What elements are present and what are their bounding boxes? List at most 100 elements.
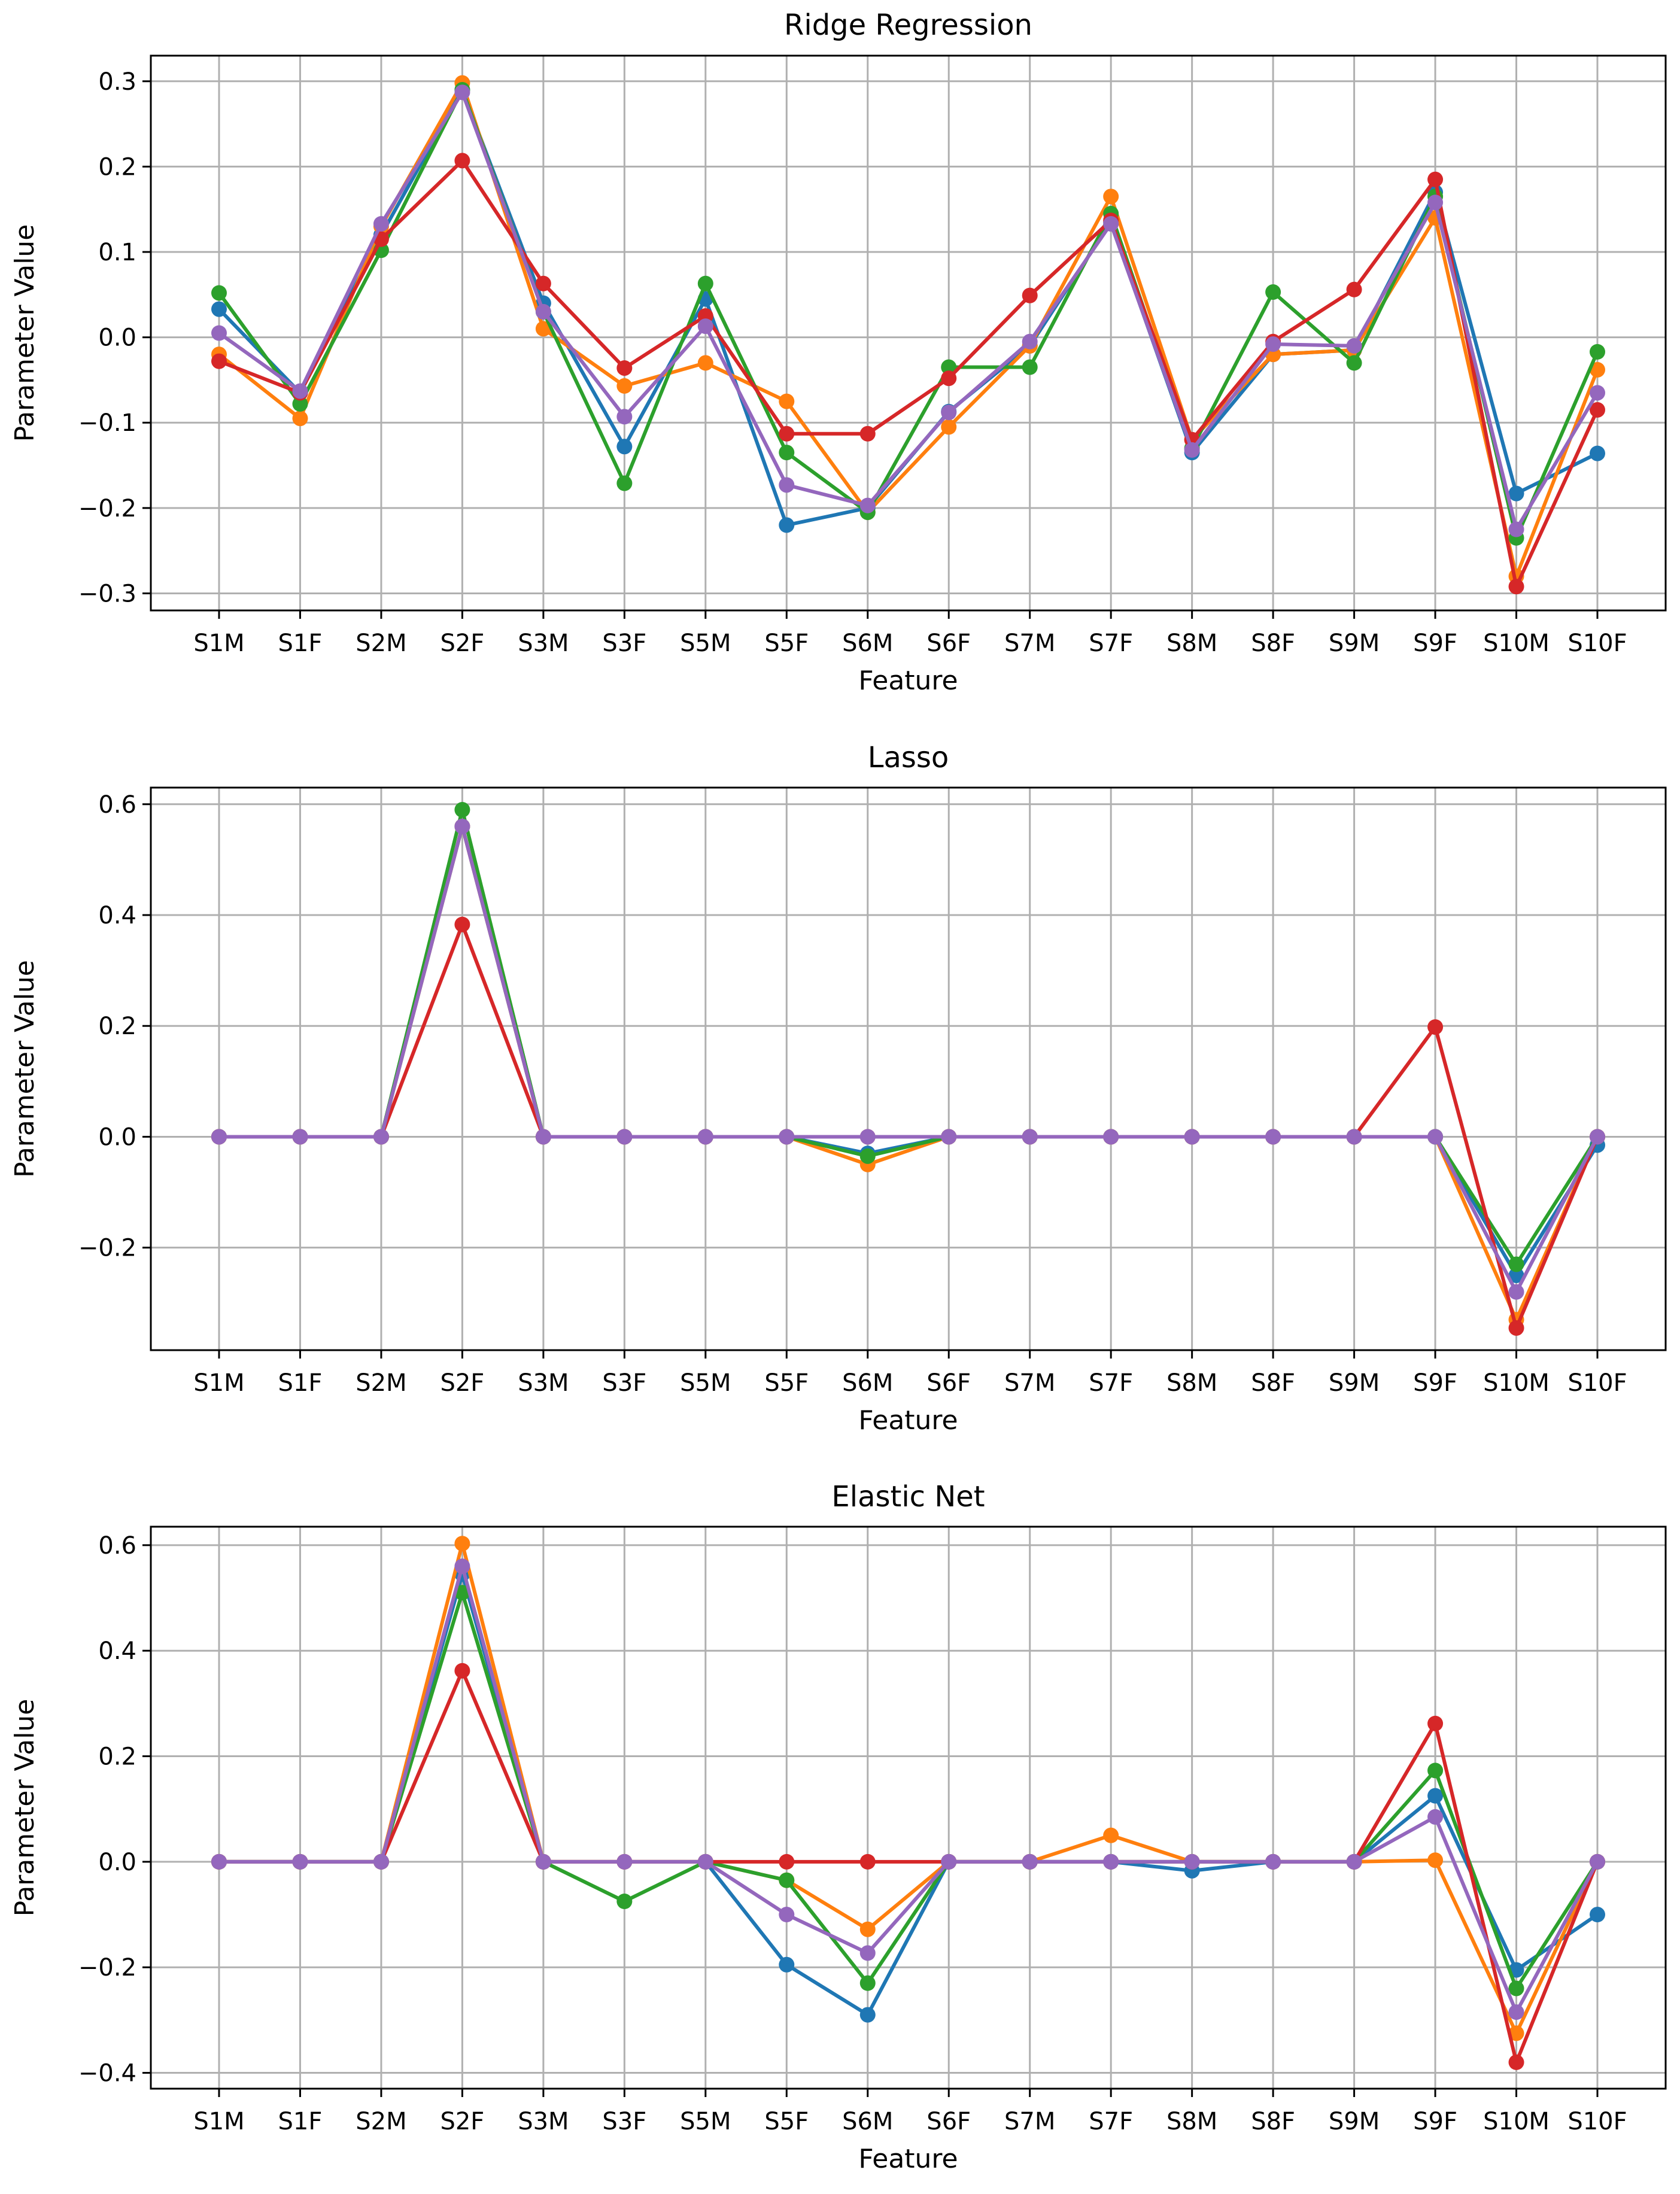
y-tick-label: −0.3 bbox=[78, 580, 136, 607]
x-tick-label: S1F bbox=[278, 2108, 323, 2135]
data-point bbox=[1508, 521, 1524, 537]
data-point bbox=[1427, 171, 1444, 187]
x-tick-label: S7M bbox=[1004, 2108, 1055, 2135]
data-point bbox=[616, 1129, 633, 1145]
data-point bbox=[1265, 336, 1281, 353]
x-tick-label: S8M bbox=[1166, 1369, 1217, 1397]
y-tick-label: −0.4 bbox=[78, 2060, 136, 2087]
y-tick-label: 0.6 bbox=[98, 791, 136, 819]
x-tick-label: S9F bbox=[1413, 2108, 1457, 2135]
data-point bbox=[859, 1921, 876, 1937]
data-point bbox=[1508, 1256, 1524, 1272]
data-point bbox=[454, 84, 470, 101]
x-tick-label: S10F bbox=[1567, 2108, 1627, 2135]
x-tick-label: S3M bbox=[518, 630, 569, 657]
x-tick-label: S9M bbox=[1329, 630, 1380, 657]
x-tick-label: S10M bbox=[1483, 1369, 1550, 1397]
data-point bbox=[535, 321, 551, 337]
y-tick-label: −0.1 bbox=[78, 409, 136, 437]
data-point bbox=[1103, 1853, 1119, 1870]
data-point bbox=[211, 301, 227, 317]
data-point bbox=[454, 916, 470, 932]
data-point bbox=[616, 1894, 633, 1909]
x-tick-label: S6M bbox=[842, 2108, 893, 2135]
chart-panel-3: S1M S1F S2M S2F S3M S3F S5M S5F S6M S6F S7M S7F S8M S… bbox=[10, 1480, 1667, 2174]
data-point bbox=[1346, 338, 1362, 354]
data-point bbox=[697, 1129, 713, 1145]
x-tick-label: S9M bbox=[1329, 1369, 1380, 1397]
data-point bbox=[779, 445, 795, 461]
series-line-3 bbox=[219, 808, 1599, 1266]
y-tick-label: 0.4 bbox=[98, 1637, 136, 1665]
data-point bbox=[211, 285, 227, 301]
x-tick-label: S1F bbox=[278, 1369, 323, 1397]
x-tick-label: S8F bbox=[1251, 630, 1295, 657]
x-tick-label: S3M bbox=[518, 1369, 569, 1397]
series-line-5 bbox=[219, 824, 1599, 1294]
data-point bbox=[1508, 1980, 1524, 1997]
data-point bbox=[454, 1663, 470, 1679]
data-point bbox=[779, 1853, 795, 1870]
data-point bbox=[779, 517, 795, 533]
x-tick-label: S6F bbox=[926, 630, 971, 657]
data-point bbox=[859, 1129, 876, 1145]
data-point bbox=[1508, 1284, 1524, 1300]
data-point bbox=[941, 1129, 957, 1145]
x-tick-label: S8F bbox=[1251, 1369, 1295, 1397]
data-point bbox=[373, 1129, 389, 1145]
data-point bbox=[1508, 2054, 1524, 2070]
data-point bbox=[1265, 1129, 1281, 1145]
data-point bbox=[1508, 485, 1524, 502]
data-point bbox=[779, 1129, 795, 1145]
x-axis-label: Feature bbox=[858, 666, 958, 696]
y-tick-label: −0.2 bbox=[78, 1954, 136, 1982]
x-axis-label: Feature bbox=[858, 1405, 958, 1436]
data-point bbox=[859, 1975, 876, 1991]
data-point bbox=[535, 275, 551, 291]
series-line-1 bbox=[219, 1572, 1599, 2017]
x-tick-label: S9F bbox=[1413, 1369, 1457, 1397]
data-point bbox=[1590, 344, 1605, 360]
series-line-2 bbox=[219, 1542, 1599, 2035]
data-point bbox=[779, 477, 795, 493]
data-point bbox=[616, 409, 633, 425]
data-point bbox=[1427, 1019, 1444, 1035]
x-tick-label: S8M bbox=[1166, 630, 1217, 657]
x-tick-label: S2M bbox=[356, 1369, 406, 1397]
x-tick-label: S7F bbox=[1089, 1369, 1133, 1397]
data-point bbox=[1427, 1129, 1444, 1145]
x-tick-label: S6F bbox=[926, 2108, 971, 2135]
data-point bbox=[454, 1536, 470, 1552]
data-point bbox=[1508, 1267, 1524, 1283]
y-tick-label: 0.4 bbox=[98, 902, 136, 929]
data-point bbox=[211, 1853, 227, 1870]
data-point bbox=[373, 215, 389, 232]
series-line-4 bbox=[218, 159, 1599, 589]
data-point bbox=[1508, 2004, 1524, 2020]
data-point bbox=[779, 1956, 795, 1973]
y-tick-label: 0.3 bbox=[98, 68, 136, 96]
data-point bbox=[1346, 1853, 1362, 1870]
x-tick-label: S10F bbox=[1567, 1369, 1627, 1397]
data-point bbox=[1590, 445, 1605, 461]
y-tick-label: 0.0 bbox=[98, 324, 136, 352]
data-point bbox=[941, 370, 957, 387]
x-tick-label: S5F bbox=[764, 630, 809, 657]
x-tick-label: S3F bbox=[602, 1369, 646, 1397]
y-tick-label: 0.2 bbox=[98, 153, 136, 181]
x-tick-label: S1M bbox=[193, 630, 244, 657]
data-point bbox=[1590, 1907, 1605, 1923]
data-point bbox=[1346, 281, 1362, 297]
data-point bbox=[1103, 215, 1119, 232]
data-point bbox=[1265, 284, 1281, 300]
data-point bbox=[454, 1585, 470, 1601]
x-tick-label: S2F bbox=[440, 1369, 484, 1397]
chart-panel-1: S1M S1F S2M S2F S3M S3F S5M S5F S6M S6F S7M S7F S8M S… bbox=[10, 8, 1667, 696]
data-point bbox=[859, 497, 876, 513]
x-tick-label: S8M bbox=[1166, 2108, 1217, 2135]
data-point bbox=[1103, 1129, 1119, 1145]
data-point bbox=[779, 426, 795, 442]
x-tick-label: S7F bbox=[1089, 630, 1133, 657]
chart-panel-2: S1M S1F S2M S2F S3M S3F S5M S5F S6M S6F S7M S7F S8M S… bbox=[10, 741, 1667, 1436]
